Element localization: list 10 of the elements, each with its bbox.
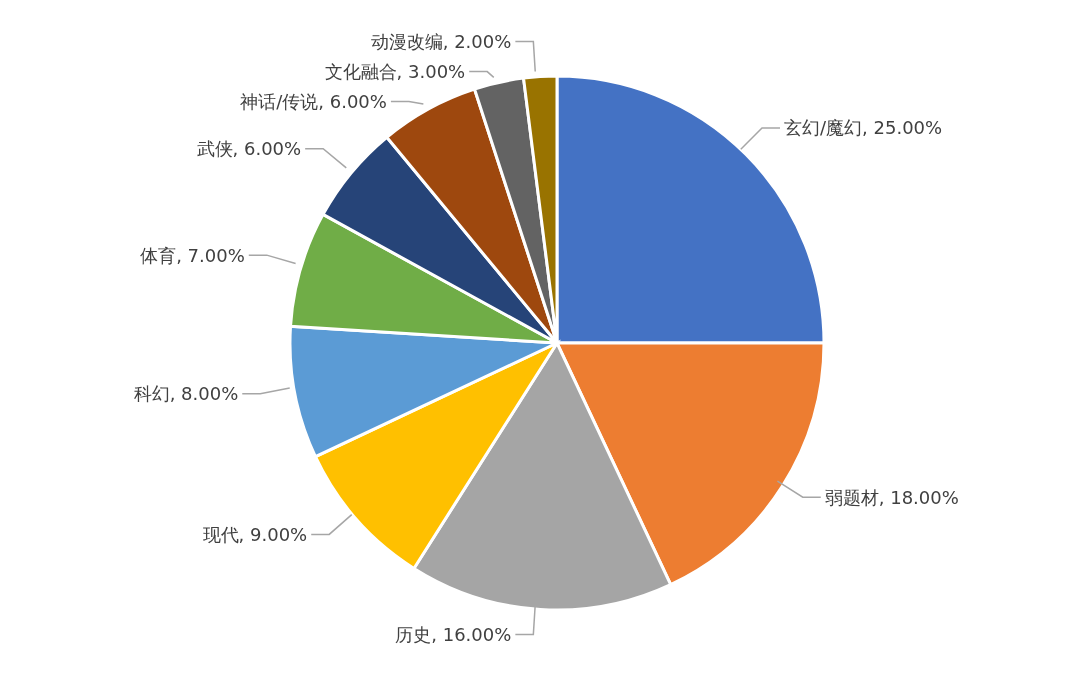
slice-label: 体育, 7.00% (140, 244, 245, 266)
slice-label: 历史, 16.00% (395, 623, 512, 645)
slice-label: 现代, 9.00% (202, 523, 308, 545)
slice-label: 动漫改编, 2.00% (370, 31, 512, 53)
slice-label: 玄幻/魔幻, 25.00% (784, 117, 943, 139)
slice-label: 神话/传说, 6.00% (240, 91, 387, 113)
slice-label: 科幻, 8.00% (133, 383, 239, 405)
slice-label: 文化融合, 3.00% (324, 61, 466, 83)
slice-label: 武侠, 6.00% (196, 138, 302, 160)
slice-label: 弱题材, 18.00% (824, 486, 959, 508)
